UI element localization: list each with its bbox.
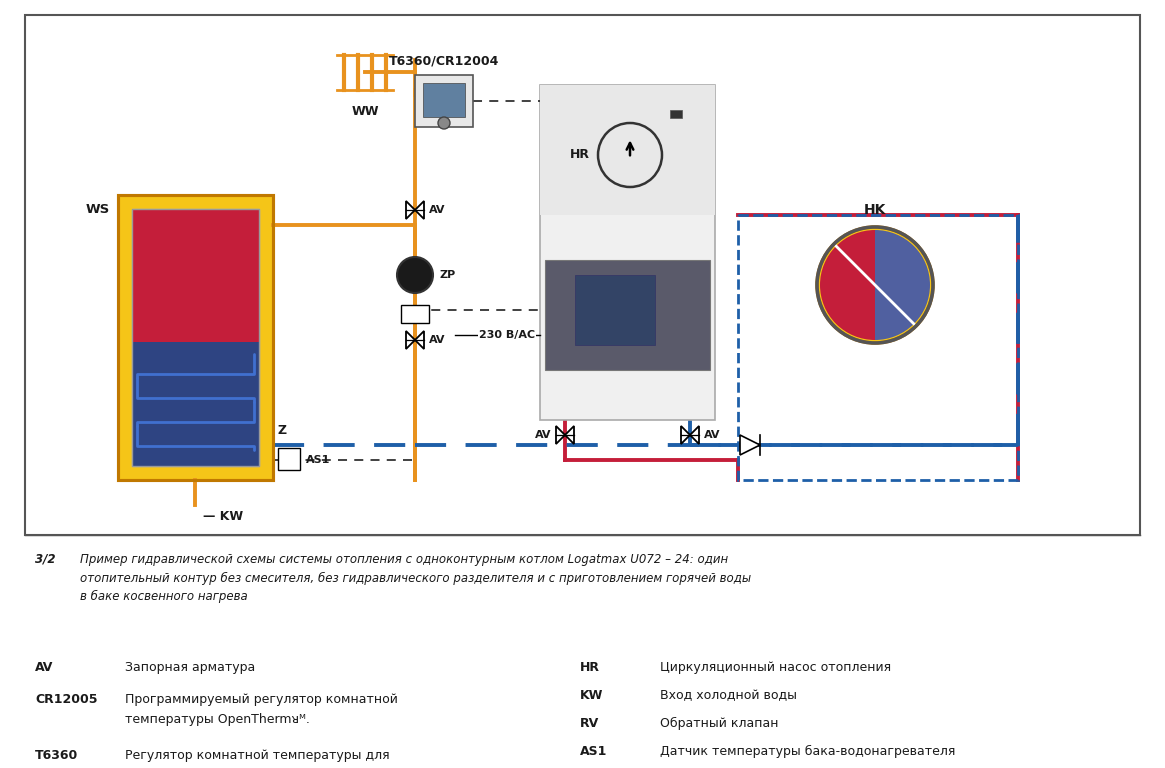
Text: Датчик температуры бака-водонагревателя: Датчик температуры бака-водонагревателя: [661, 745, 955, 758]
Text: AV: AV: [429, 335, 445, 345]
Polygon shape: [682, 426, 690, 444]
Bar: [132, 209, 259, 342]
Text: Циркуляционный насос отопления: Циркуляционный насос отопления: [661, 661, 891, 674]
Text: RV: RV: [580, 717, 599, 730]
Polygon shape: [405, 201, 415, 219]
Bar: [132, 209, 259, 466]
Text: CR12005: CR12005: [35, 693, 98, 706]
Text: — KW: — KW: [203, 510, 243, 523]
Polygon shape: [565, 426, 574, 444]
Text: WW: WW: [352, 105, 379, 118]
Bar: [541, 85, 715, 420]
Bar: [278, 448, 301, 470]
Circle shape: [438, 117, 450, 129]
Text: Запорная арматура: Запорная арматура: [125, 661, 255, 674]
Text: WS: WS: [86, 203, 110, 216]
Bar: [423, 83, 465, 117]
Bar: [670, 110, 682, 118]
Text: T6360: T6360: [35, 749, 78, 762]
Text: KW: KW: [580, 689, 603, 702]
Text: 230 В/AC: 230 В/AC: [479, 330, 535, 340]
Text: HR: HR: [580, 661, 600, 674]
Text: T6360/CR12004: T6360/CR12004: [389, 55, 499, 68]
Polygon shape: [415, 331, 424, 349]
Text: AS1: AS1: [306, 455, 331, 465]
Bar: [132, 209, 259, 466]
Text: HK: HK: [863, 203, 887, 217]
Circle shape: [397, 257, 433, 293]
Bar: [132, 342, 259, 466]
Text: 3/2: 3/2: [35, 553, 56, 566]
Polygon shape: [556, 426, 565, 444]
Bar: [415, 75, 473, 127]
Text: AV: AV: [429, 205, 445, 215]
Wedge shape: [875, 230, 930, 340]
Text: Пример гидравлической схемы системы отопления с одноконтурным котлом Logatmax U0: Пример гидравлической схемы системы отоп…: [80, 553, 751, 604]
Text: Программируемый регулятор комнатной: Программируемый регулятор комнатной: [125, 693, 398, 706]
Circle shape: [598, 123, 662, 187]
Polygon shape: [690, 426, 699, 444]
Bar: [118, 195, 273, 480]
Bar: [24, 15, 1141, 535]
Text: Вход холодной воды: Вход холодной воды: [661, 689, 797, 702]
Bar: [401, 305, 429, 323]
Text: ZP: ZP: [440, 270, 457, 280]
Bar: [545, 260, 709, 370]
Bar: [118, 195, 273, 480]
Text: Обратный клапан: Обратный клапан: [661, 717, 778, 730]
Wedge shape: [820, 230, 875, 340]
Text: AV: AV: [535, 430, 551, 440]
Text: AV: AV: [35, 661, 54, 674]
Circle shape: [817, 227, 933, 343]
Bar: [737, 215, 1018, 480]
Polygon shape: [415, 201, 424, 219]
Bar: [541, 85, 715, 215]
Text: AV: AV: [704, 430, 720, 440]
Polygon shape: [405, 331, 415, 349]
Text: температуры OpenThermᴚᴹ.: температуры OpenThermᴚᴹ.: [125, 713, 310, 726]
Text: Z: Z: [278, 424, 287, 437]
Bar: [576, 275, 655, 345]
Text: AS1: AS1: [580, 745, 607, 758]
Polygon shape: [740, 435, 760, 455]
Text: Регулятор комнатной температуры для: Регулятор комнатной температуры для: [125, 749, 389, 762]
Text: HR: HR: [570, 148, 589, 161]
